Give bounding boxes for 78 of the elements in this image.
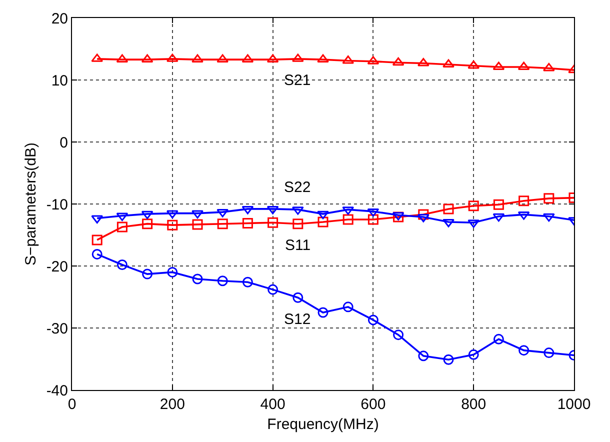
point [542, 62, 555, 72]
point [317, 54, 329, 63]
y-axis-title: S−parameters(dB) [22, 142, 40, 266]
point [542, 213, 555, 222]
point [292, 292, 304, 303]
point [493, 199, 504, 210]
point [141, 54, 154, 63]
point [141, 210, 154, 220]
y-tick-label: 10 [51, 72, 68, 90]
point [393, 330, 404, 340]
point [91, 215, 104, 224]
point [268, 217, 278, 228]
point [142, 268, 153, 280]
point [92, 248, 102, 260]
point [116, 222, 128, 232]
point [342, 214, 354, 225]
point [493, 334, 504, 344]
point [216, 54, 229, 63]
point [217, 276, 228, 286]
point [392, 57, 404, 66]
y-tick-label: -30 [46, 320, 68, 338]
point [468, 349, 479, 360]
point [342, 302, 354, 312]
point [266, 206, 279, 214]
point [167, 266, 178, 278]
x-tick-label: 600 [360, 396, 386, 413]
point [443, 204, 454, 214]
x-axis-title: Frequency(MHz) [267, 416, 379, 433]
point [116, 212, 128, 222]
x-tick-label: 200 [160, 396, 185, 413]
point [442, 218, 454, 228]
series-label: S12 [284, 311, 311, 328]
point [368, 214, 378, 225]
point [192, 210, 204, 219]
point [518, 196, 530, 206]
point [468, 60, 480, 69]
point [192, 219, 203, 230]
point [217, 218, 228, 230]
point [166, 210, 178, 219]
point [318, 216, 328, 228]
point [167, 220, 178, 230]
y-tick-label: -10 [46, 196, 68, 214]
point [468, 200, 479, 212]
point [418, 350, 429, 362]
point [367, 208, 380, 217]
y-tick-label: -20 [46, 258, 68, 276]
point [92, 234, 102, 246]
point [116, 54, 128, 63]
point [242, 276, 253, 288]
point [242, 218, 253, 228]
point [317, 210, 329, 220]
x-tick-label: 800 [461, 396, 486, 413]
point [142, 218, 153, 230]
point [544, 193, 554, 204]
point [418, 209, 429, 220]
point [242, 54, 254, 63]
point [116, 260, 128, 270]
series-label: S22 [284, 179, 311, 196]
point [368, 314, 378, 326]
series-label: S11 [285, 237, 311, 254]
point [292, 218, 304, 230]
point [266, 54, 279, 63]
point [242, 206, 254, 214]
x-tick-label: 1000 [557, 396, 591, 413]
series-label: S21 [284, 72, 311, 89]
x-tick-label: 400 [260, 396, 286, 413]
point [192, 274, 203, 284]
point [192, 54, 204, 63]
y-tick-label: 20 [51, 10, 68, 28]
point [544, 348, 554, 358]
y-tick-label: -40 [46, 382, 68, 400]
point [442, 59, 454, 68]
point [318, 307, 328, 318]
point [518, 345, 530, 356]
y-tick-label: 0 [60, 134, 68, 152]
point [492, 213, 505, 222]
point [443, 354, 454, 365]
point [268, 284, 278, 295]
